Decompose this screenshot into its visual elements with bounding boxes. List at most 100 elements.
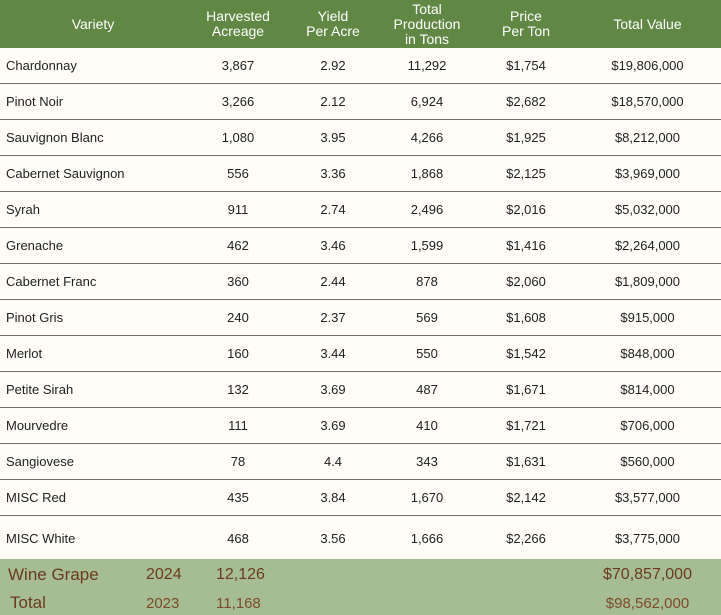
header-yield-line2: Per Acre <box>306 23 360 39</box>
table-row: Pinot Noir 3,266 2.12 6,924 $2,682 $18,570,00… <box>0 84 721 120</box>
cell-variety: Grenache <box>6 238 64 253</box>
header-price-line1: Price <box>510 8 542 24</box>
header-production-line3: in Tons <box>404 30 450 47</box>
header-production: Total Production in Tons <box>376 0 478 48</box>
cell-yield: 3.95 <box>320 130 346 145</box>
cell-acreage: 435 <box>227 490 249 505</box>
cell-variety: MISC Red <box>6 490 66 505</box>
cell-variety: Sangiovese <box>6 454 74 469</box>
cell-price: $1,542 <box>506 346 546 361</box>
cell-variety: Sauvignon Blanc <box>6 130 104 145</box>
cell-variety: Cabernet Sauvignon <box>6 166 125 181</box>
cell-acreage: 911 <box>227 202 249 217</box>
cell-tons: 1,599 <box>410 238 444 253</box>
footer-acreage-current: 12,126 <box>216 566 265 583</box>
cell-variety: Merlot <box>6 346 43 361</box>
cell-variety: Mourvedre <box>6 418 69 433</box>
cell-value: $814,000 <box>620 382 675 397</box>
cell-acreage: 240 <box>227 310 249 325</box>
cell-price: $1,925 <box>506 130 546 145</box>
cell-variety: Pinot Noir <box>6 94 64 109</box>
cell-tons: 11,292 <box>407 58 447 73</box>
table-row: Syrah 911 2.74 2,496 $2,016 $5,032,000 <box>0 192 721 228</box>
cell-yield: 3.69 <box>320 382 346 397</box>
cell-price: $1,671 <box>506 382 546 397</box>
header-production-line2: Production <box>393 15 461 32</box>
cell-price: $1,631 <box>506 454 546 469</box>
cell-tons: 878 <box>416 274 438 289</box>
cell-acreage: 3,867 <box>221 58 255 73</box>
cell-value: $19,806,000 <box>611 58 684 73</box>
table-row: Grenache 462 3.46 1,599 $1,416 $2,264,000 <box>0 228 721 264</box>
cell-price: $1,754 <box>506 58 546 73</box>
cell-value: $8,212,000 <box>614 130 681 145</box>
cell-acreage: 3,266 <box>221 94 255 109</box>
cell-yield: 2.37 <box>320 310 346 325</box>
table-row: MISC Red 435 3.84 1,670 $2,142 $3,577,000 <box>0 480 721 516</box>
cell-value: $18,570,000 <box>611 94 684 109</box>
footer-acreage-prior: 11,168 <box>216 594 261 612</box>
table-row: Petite Sirah 132 3.69 487 $1,671 $814,000 <box>0 372 721 408</box>
header-price: Price Per Ton <box>478 0 574 48</box>
cell-acreage: 160 <box>227 346 249 361</box>
cell-value: $560,000 <box>620 454 675 469</box>
table-row: Merlot 160 3.44 550 $1,542 $848,000 <box>0 336 721 372</box>
table-header: Variety Harvested Acreage Yield Per Acre… <box>0 0 721 48</box>
header-acreage-line2: Acreage <box>211 23 265 39</box>
cell-yield: 2.12 <box>320 94 346 109</box>
cell-yield: 3.56 <box>320 530 346 546</box>
header-acreage: Harvested Acreage <box>186 0 290 48</box>
cell-price: $2,060 <box>506 274 546 289</box>
cell-tons: 4,266 <box>410 130 444 145</box>
header-yield: Yield Per Acre <box>290 0 376 48</box>
cell-acreage: 132 <box>227 382 249 397</box>
cell-tons: 1,868 <box>410 166 444 181</box>
cell-yield: 2.74 <box>320 202 346 217</box>
footer-value-prior: $98,562,000 <box>605 594 690 612</box>
cell-variety: Chardonnay <box>6 58 77 73</box>
cell-yield: 2.44 <box>320 274 346 289</box>
cell-price: $2,142 <box>506 490 546 505</box>
header-variety-label: Variety <box>71 15 115 32</box>
header-price-line2: Per Ton <box>502 23 550 39</box>
cell-acreage: 1,080 <box>221 130 255 145</box>
header-variety: Variety <box>0 0 186 48</box>
table-row: Chardonnay 3,867 2.92 11,292 $1,754 $19,806,0… <box>0 48 721 84</box>
cell-tons: 550 <box>416 346 438 361</box>
cell-value: $3,969,000 <box>614 166 681 181</box>
cell-value: $5,032,000 <box>614 202 681 217</box>
cell-tons: 6,924 <box>410 94 444 109</box>
cell-tons: 410 <box>416 418 438 433</box>
cell-yield: 3.36 <box>320 166 346 181</box>
footer-value-current: $70,857,000 <box>603 566 692 583</box>
cell-value: $1,809,000 <box>614 274 681 289</box>
cell-variety: Cabernet Franc <box>6 274 97 289</box>
footer-label-line1: Wine Grape <box>8 565 99 584</box>
cell-tons: 487 <box>416 382 438 397</box>
cell-tons: 2,496 <box>410 202 444 217</box>
cell-variety: Petite Sirah <box>6 382 74 397</box>
cell-yield: 3.46 <box>320 238 346 253</box>
cell-price: $1,608 <box>506 310 546 325</box>
table-row: Sauvignon Blanc 1,080 3.95 4,266 $1,925 $8,21… <box>0 120 721 156</box>
cell-value: $848,000 <box>620 346 675 361</box>
cell-price: $2,125 <box>506 166 546 181</box>
cell-variety: Pinot Gris <box>6 310 64 325</box>
cell-price: $1,416 <box>506 238 546 253</box>
cell-acreage: 78 <box>230 454 246 469</box>
cell-acreage: 462 <box>227 238 249 253</box>
table-footer-totals: Wine Grape Total 2024 2023 12,126 11,168… <box>0 559 721 615</box>
cell-tons: 1,666 <box>410 530 444 546</box>
header-production-line1: Total <box>412 0 442 17</box>
cell-tons: 1,670 <box>410 490 444 505</box>
table-row: Cabernet Sauvignon 556 3.36 1,868 $2,125 $3,9… <box>0 156 721 192</box>
cell-acreage: 360 <box>227 274 249 289</box>
header-value: Total Value <box>574 0 721 48</box>
header-value-label: Total Value <box>613 15 682 32</box>
cell-variety: Syrah <box>6 202 40 217</box>
cell-tons: 569 <box>416 310 438 325</box>
table-row: Cabernet Franc 360 2.44 878 $2,060 $1,809,000 <box>0 264 721 300</box>
cell-price: $2,266 <box>506 530 546 546</box>
cell-yield: 3.69 <box>320 418 346 433</box>
